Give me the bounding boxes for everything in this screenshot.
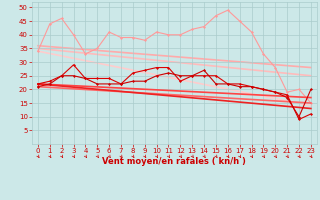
X-axis label: Vent moyen/en rafales ( kn/h ): Vent moyen/en rafales ( kn/h ) (102, 157, 246, 166)
